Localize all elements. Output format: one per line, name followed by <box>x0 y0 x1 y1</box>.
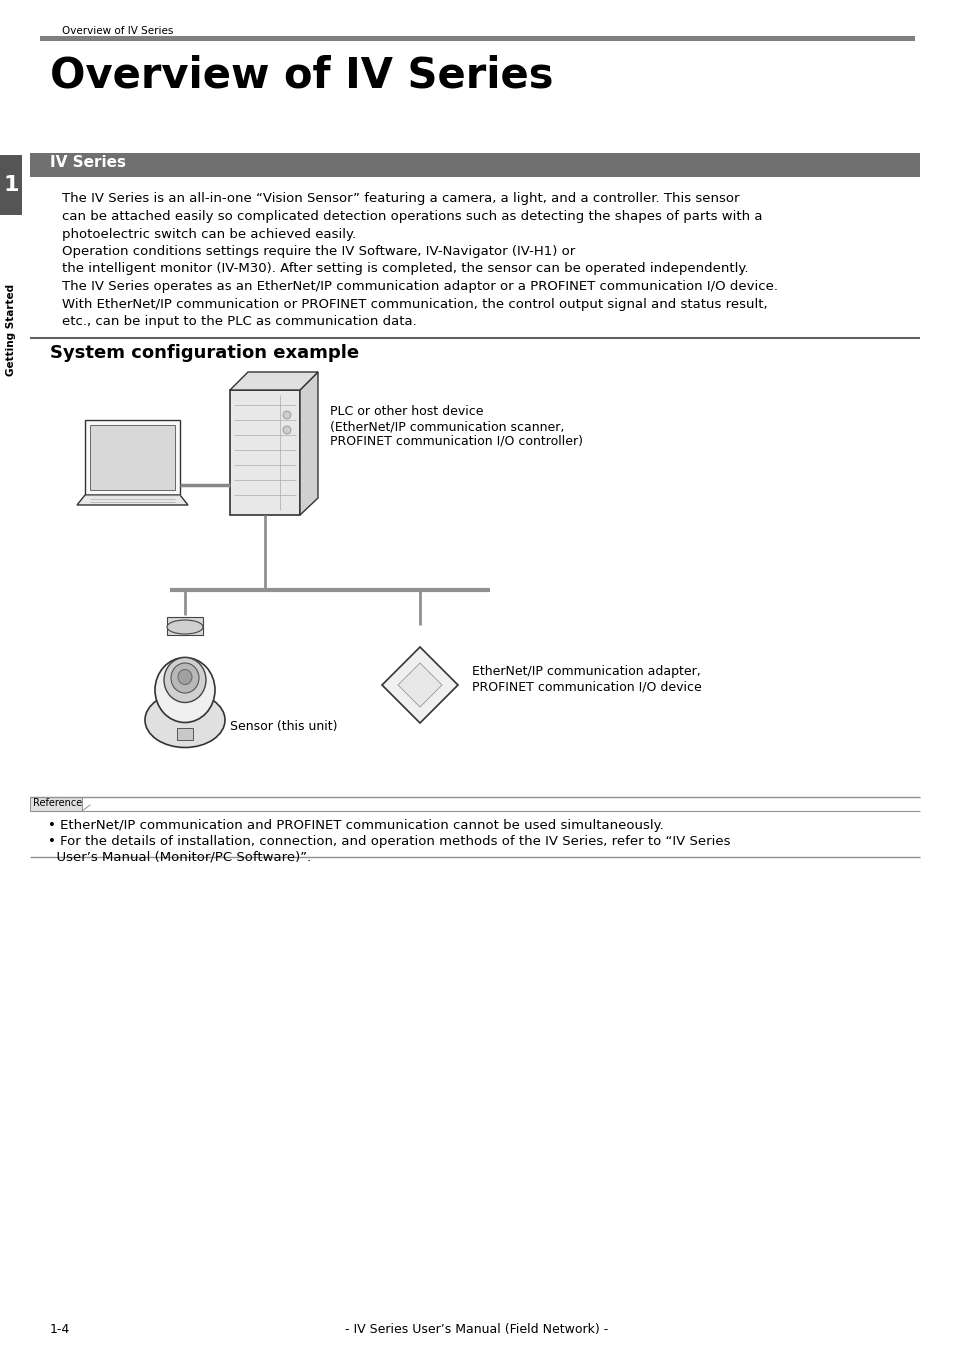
Ellipse shape <box>167 620 203 634</box>
Polygon shape <box>85 421 180 495</box>
Text: photoelectric switch can be achieved easily.: photoelectric switch can be achieved eas… <box>62 228 355 241</box>
Ellipse shape <box>164 658 206 702</box>
Text: • EtherNet/IP communication and PROFINET communication cannot be used simultaneo: • EtherNet/IP communication and PROFINET… <box>48 820 663 832</box>
Bar <box>40 36 914 40</box>
Bar <box>30 154 919 177</box>
Text: System configuration example: System configuration example <box>50 344 358 363</box>
Ellipse shape <box>145 693 225 748</box>
Ellipse shape <box>171 663 199 693</box>
Text: can be attached easily so complicated detection operations such as detecting the: can be attached easily so complicated de… <box>62 210 761 222</box>
Text: IV Series: IV Series <box>50 155 126 170</box>
Polygon shape <box>77 495 188 506</box>
Circle shape <box>283 426 291 434</box>
Text: etc., can be input to the PLC as communication data.: etc., can be input to the PLC as communi… <box>62 315 416 328</box>
Text: PROFINET communication I/O controller): PROFINET communication I/O controller) <box>330 435 582 448</box>
Polygon shape <box>230 390 299 515</box>
Text: Operation conditions settings require the IV Software, IV-Navigator (IV-H1) or: Operation conditions settings require th… <box>62 245 575 257</box>
Text: With EtherNet/IP communication or PROFINET communication, the control output sig: With EtherNet/IP communication or PROFIN… <box>62 298 767 311</box>
Bar <box>177 728 193 740</box>
Ellipse shape <box>178 670 192 685</box>
Ellipse shape <box>154 658 214 723</box>
Polygon shape <box>397 663 441 706</box>
Text: PROFINET communication I/O device: PROFINET communication I/O device <box>472 679 701 693</box>
Text: 1-4: 1-4 <box>50 1322 71 1336</box>
Text: • For the details of installation, connection, and operation methods of the IV S: • For the details of installation, conne… <box>48 834 730 848</box>
Text: Getting Started: Getting Started <box>6 284 16 376</box>
Text: EtherNet/IP communication adapter,: EtherNet/IP communication adapter, <box>472 665 700 678</box>
Text: Reference: Reference <box>33 798 82 807</box>
Text: Overview of IV Series: Overview of IV Series <box>50 55 553 97</box>
Text: PLC or other host device: PLC or other host device <box>330 404 483 418</box>
Text: Sensor (this unit): Sensor (this unit) <box>230 720 337 733</box>
Text: The IV Series is an all-in-one “Vision Sensor” featuring a camera, a light, and : The IV Series is an all-in-one “Vision S… <box>62 191 739 205</box>
Polygon shape <box>299 372 317 515</box>
Text: 1: 1 <box>3 175 19 195</box>
Polygon shape <box>90 425 174 491</box>
Text: (EtherNet/IP communication scanner,: (EtherNet/IP communication scanner, <box>330 421 564 433</box>
Text: The IV Series operates as an EtherNet/IP communication adaptor or a PROFINET com: The IV Series operates as an EtherNet/IP… <box>62 280 778 293</box>
Polygon shape <box>230 372 317 390</box>
Text: User’s Manual (Monitor/PC Software)”.: User’s Manual (Monitor/PC Software)”. <box>48 851 311 864</box>
Bar <box>30 797 82 811</box>
Circle shape <box>283 411 291 419</box>
Text: Overview of IV Series: Overview of IV Series <box>62 26 173 36</box>
Text: the intelligent monitor (IV-M30). After setting is completed, the sensor can be : the intelligent monitor (IV-M30). After … <box>62 262 748 275</box>
Bar <box>0 155 22 214</box>
Polygon shape <box>381 647 457 723</box>
Bar <box>167 617 203 635</box>
Text: - IV Series User’s Manual (Field Network) -: - IV Series User’s Manual (Field Network… <box>345 1322 608 1336</box>
